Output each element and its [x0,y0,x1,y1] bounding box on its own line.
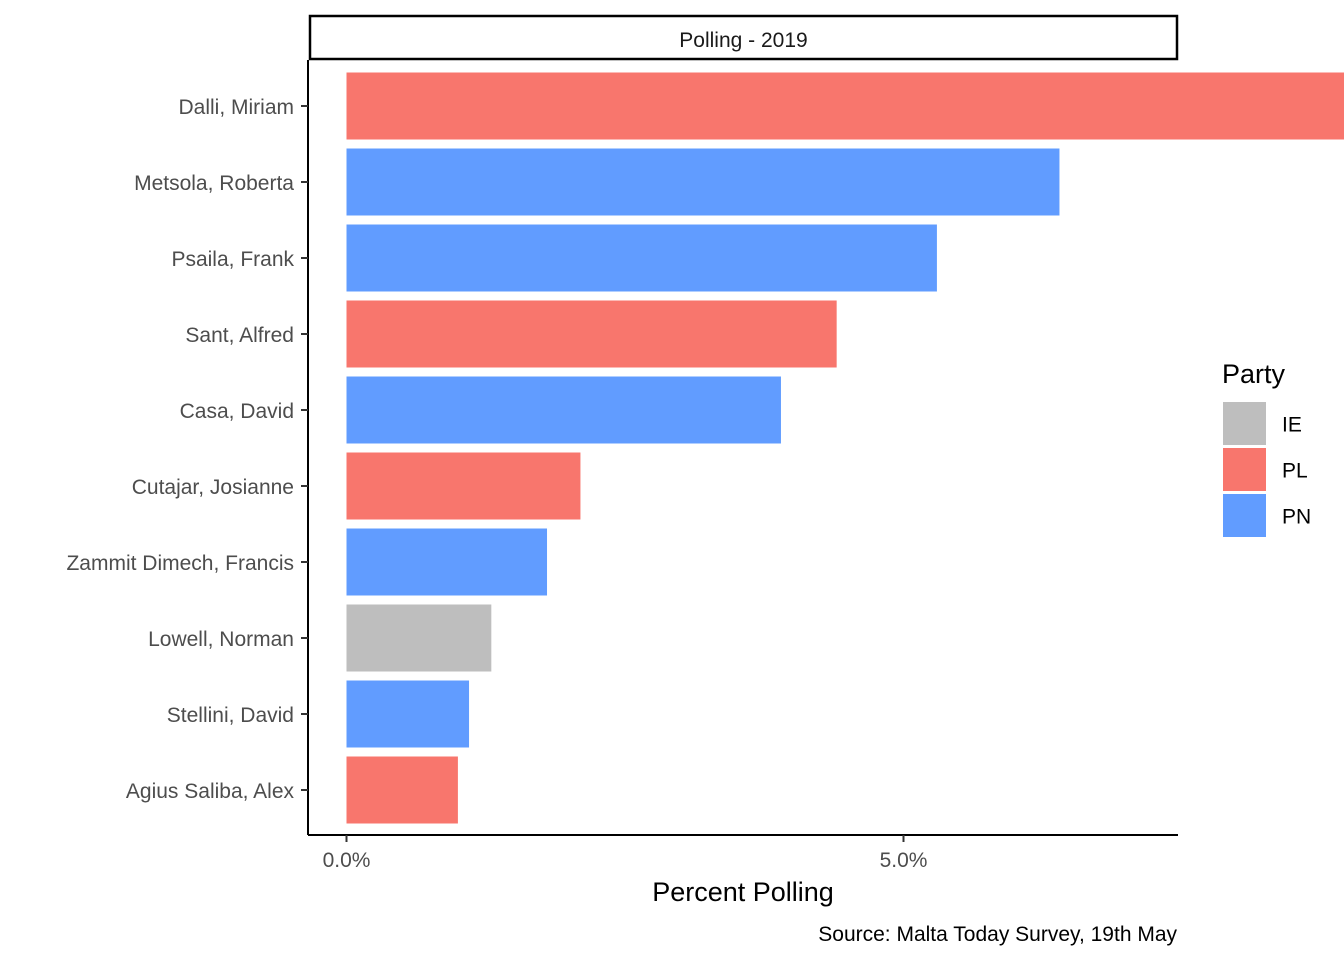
legend-label: IE [1282,414,1302,437]
legend-title: Party [1222,359,1286,389]
y-labels: Dalli, Miriam Metsola, Roberta Psaila, Fra… [66,96,294,803]
y-tick-label: Dalli, Miriam [179,96,295,119]
x-ticks [345,835,905,842]
bar [346,756,458,824]
y-tick-label: Lowell, Norman [148,628,294,651]
y-tick-label: Stellini, David [167,704,294,727]
legend-label: PN [1282,506,1311,529]
legend-label: PL [1282,460,1308,483]
bar [346,680,470,748]
y-tick-label: Psaila, Frank [171,248,294,271]
caption: Source: Malta Today Survey, 19th May [818,923,1177,946]
facet-title: Polling - 2019 [679,29,807,52]
x-axis-title: Percent Polling [652,877,834,907]
legend-key [1223,402,1266,445]
y-tick-label: Sant, Alfred [185,324,294,347]
y-tick-label: Metsola, Roberta [134,172,294,195]
bar [346,376,781,444]
bar [346,300,837,368]
y-ticks [301,105,308,791]
x-tick-label: 5.0% [880,849,928,872]
y-tick-label: Agius Saliba, Alex [126,780,295,803]
bar [346,148,1060,216]
legend: Party IE PL PN [1222,359,1311,537]
bar [346,528,548,596]
bars [346,72,1344,824]
bar [346,224,937,292]
facet-strip [308,14,1179,61]
bar [346,604,492,672]
x-tick-label: 0.0% [323,849,371,872]
bar [346,72,1344,140]
bar [346,452,581,520]
y-tick-label: Casa, David [180,400,294,423]
y-tick-label: Zammit Dimech, Francis [66,552,294,575]
x-labels: 0.0%5.0%10.0% [323,849,928,872]
legend-key [1223,494,1266,537]
legend-entries: IE PL PN [1223,402,1311,537]
legend-key [1223,448,1266,491]
y-tick-label: Cutajar, Josianne [132,476,294,499]
